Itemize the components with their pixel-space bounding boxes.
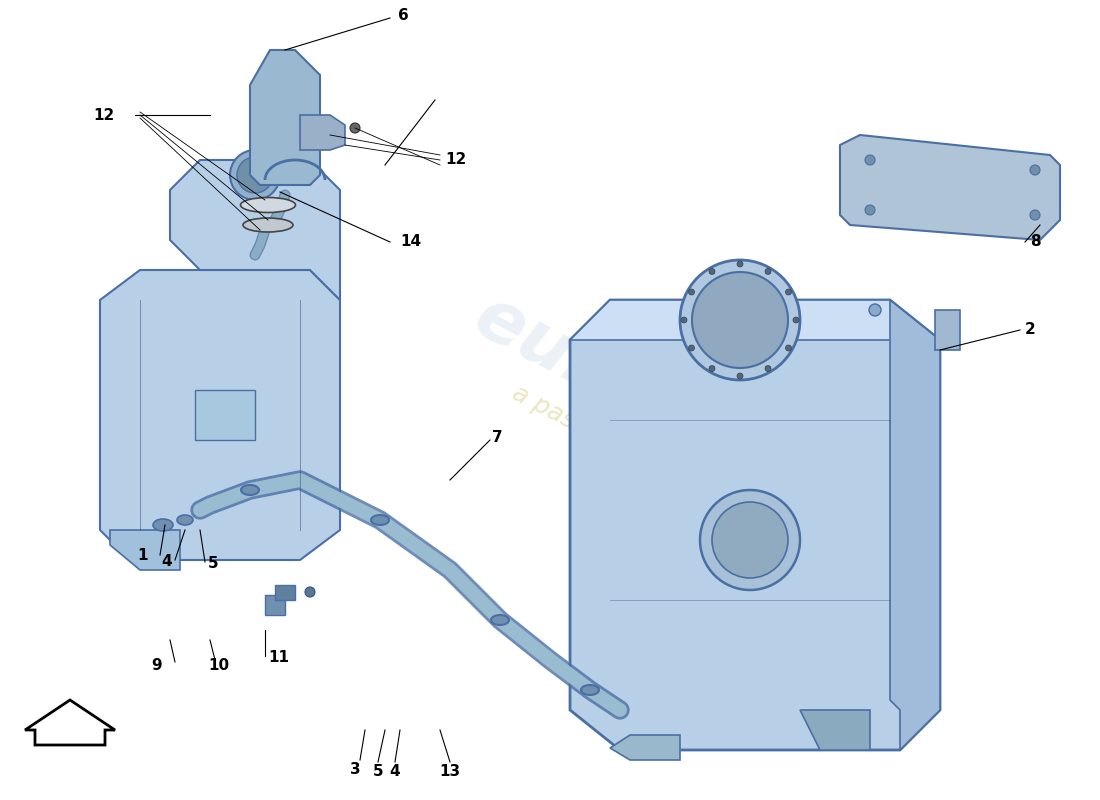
Ellipse shape	[491, 615, 509, 625]
Polygon shape	[610, 735, 680, 760]
Circle shape	[869, 304, 881, 316]
Circle shape	[692, 272, 788, 368]
Circle shape	[680, 260, 800, 380]
Text: 7: 7	[492, 430, 503, 446]
Circle shape	[1030, 165, 1040, 175]
Text: eurospares: eurospares	[462, 282, 898, 558]
Circle shape	[1030, 210, 1040, 220]
Polygon shape	[170, 160, 340, 300]
Text: 1: 1	[138, 547, 148, 562]
Text: 10: 10	[208, 658, 229, 673]
Polygon shape	[300, 115, 345, 150]
Circle shape	[236, 157, 273, 193]
Ellipse shape	[177, 515, 192, 525]
Polygon shape	[890, 300, 940, 750]
Circle shape	[230, 150, 280, 200]
Circle shape	[785, 289, 792, 295]
Circle shape	[764, 366, 771, 371]
Text: 5: 5	[208, 557, 219, 571]
Polygon shape	[275, 585, 295, 600]
Polygon shape	[25, 700, 115, 745]
Circle shape	[712, 502, 788, 578]
Circle shape	[700, 490, 800, 590]
Text: 12: 12	[446, 153, 466, 167]
Circle shape	[737, 373, 742, 379]
Polygon shape	[570, 300, 940, 750]
Circle shape	[793, 317, 799, 323]
Polygon shape	[110, 530, 180, 570]
Text: 2: 2	[1025, 322, 1036, 338]
Polygon shape	[100, 270, 340, 560]
Text: 5: 5	[373, 764, 383, 779]
Text: 14: 14	[400, 234, 421, 250]
Circle shape	[689, 289, 694, 295]
Ellipse shape	[241, 198, 296, 213]
Circle shape	[350, 123, 360, 133]
Ellipse shape	[371, 515, 389, 525]
Text: 3: 3	[350, 762, 361, 777]
Polygon shape	[800, 710, 870, 750]
Text: a passion for parts since 1985: a passion for parts since 1985	[507, 381, 852, 579]
Circle shape	[737, 261, 742, 267]
Polygon shape	[265, 595, 285, 615]
Ellipse shape	[581, 685, 600, 695]
Text: 8: 8	[1030, 234, 1041, 250]
Ellipse shape	[243, 218, 293, 232]
Circle shape	[689, 345, 694, 351]
Circle shape	[785, 345, 792, 351]
Circle shape	[710, 366, 715, 371]
Circle shape	[764, 269, 771, 274]
Text: 11: 11	[268, 650, 289, 666]
Circle shape	[710, 269, 715, 274]
Polygon shape	[840, 135, 1060, 240]
Text: 13: 13	[439, 764, 461, 779]
Text: 12: 12	[94, 107, 115, 122]
Ellipse shape	[153, 519, 173, 531]
Text: 4: 4	[162, 554, 172, 570]
Text: 4: 4	[389, 764, 400, 779]
Polygon shape	[250, 50, 320, 185]
Circle shape	[865, 155, 874, 165]
Text: 6: 6	[398, 7, 409, 22]
Circle shape	[681, 317, 688, 323]
Polygon shape	[195, 390, 255, 440]
Circle shape	[865, 205, 874, 215]
Polygon shape	[570, 300, 940, 340]
Polygon shape	[935, 310, 960, 350]
Text: 9: 9	[152, 658, 162, 673]
Circle shape	[305, 587, 315, 597]
Ellipse shape	[241, 485, 258, 495]
